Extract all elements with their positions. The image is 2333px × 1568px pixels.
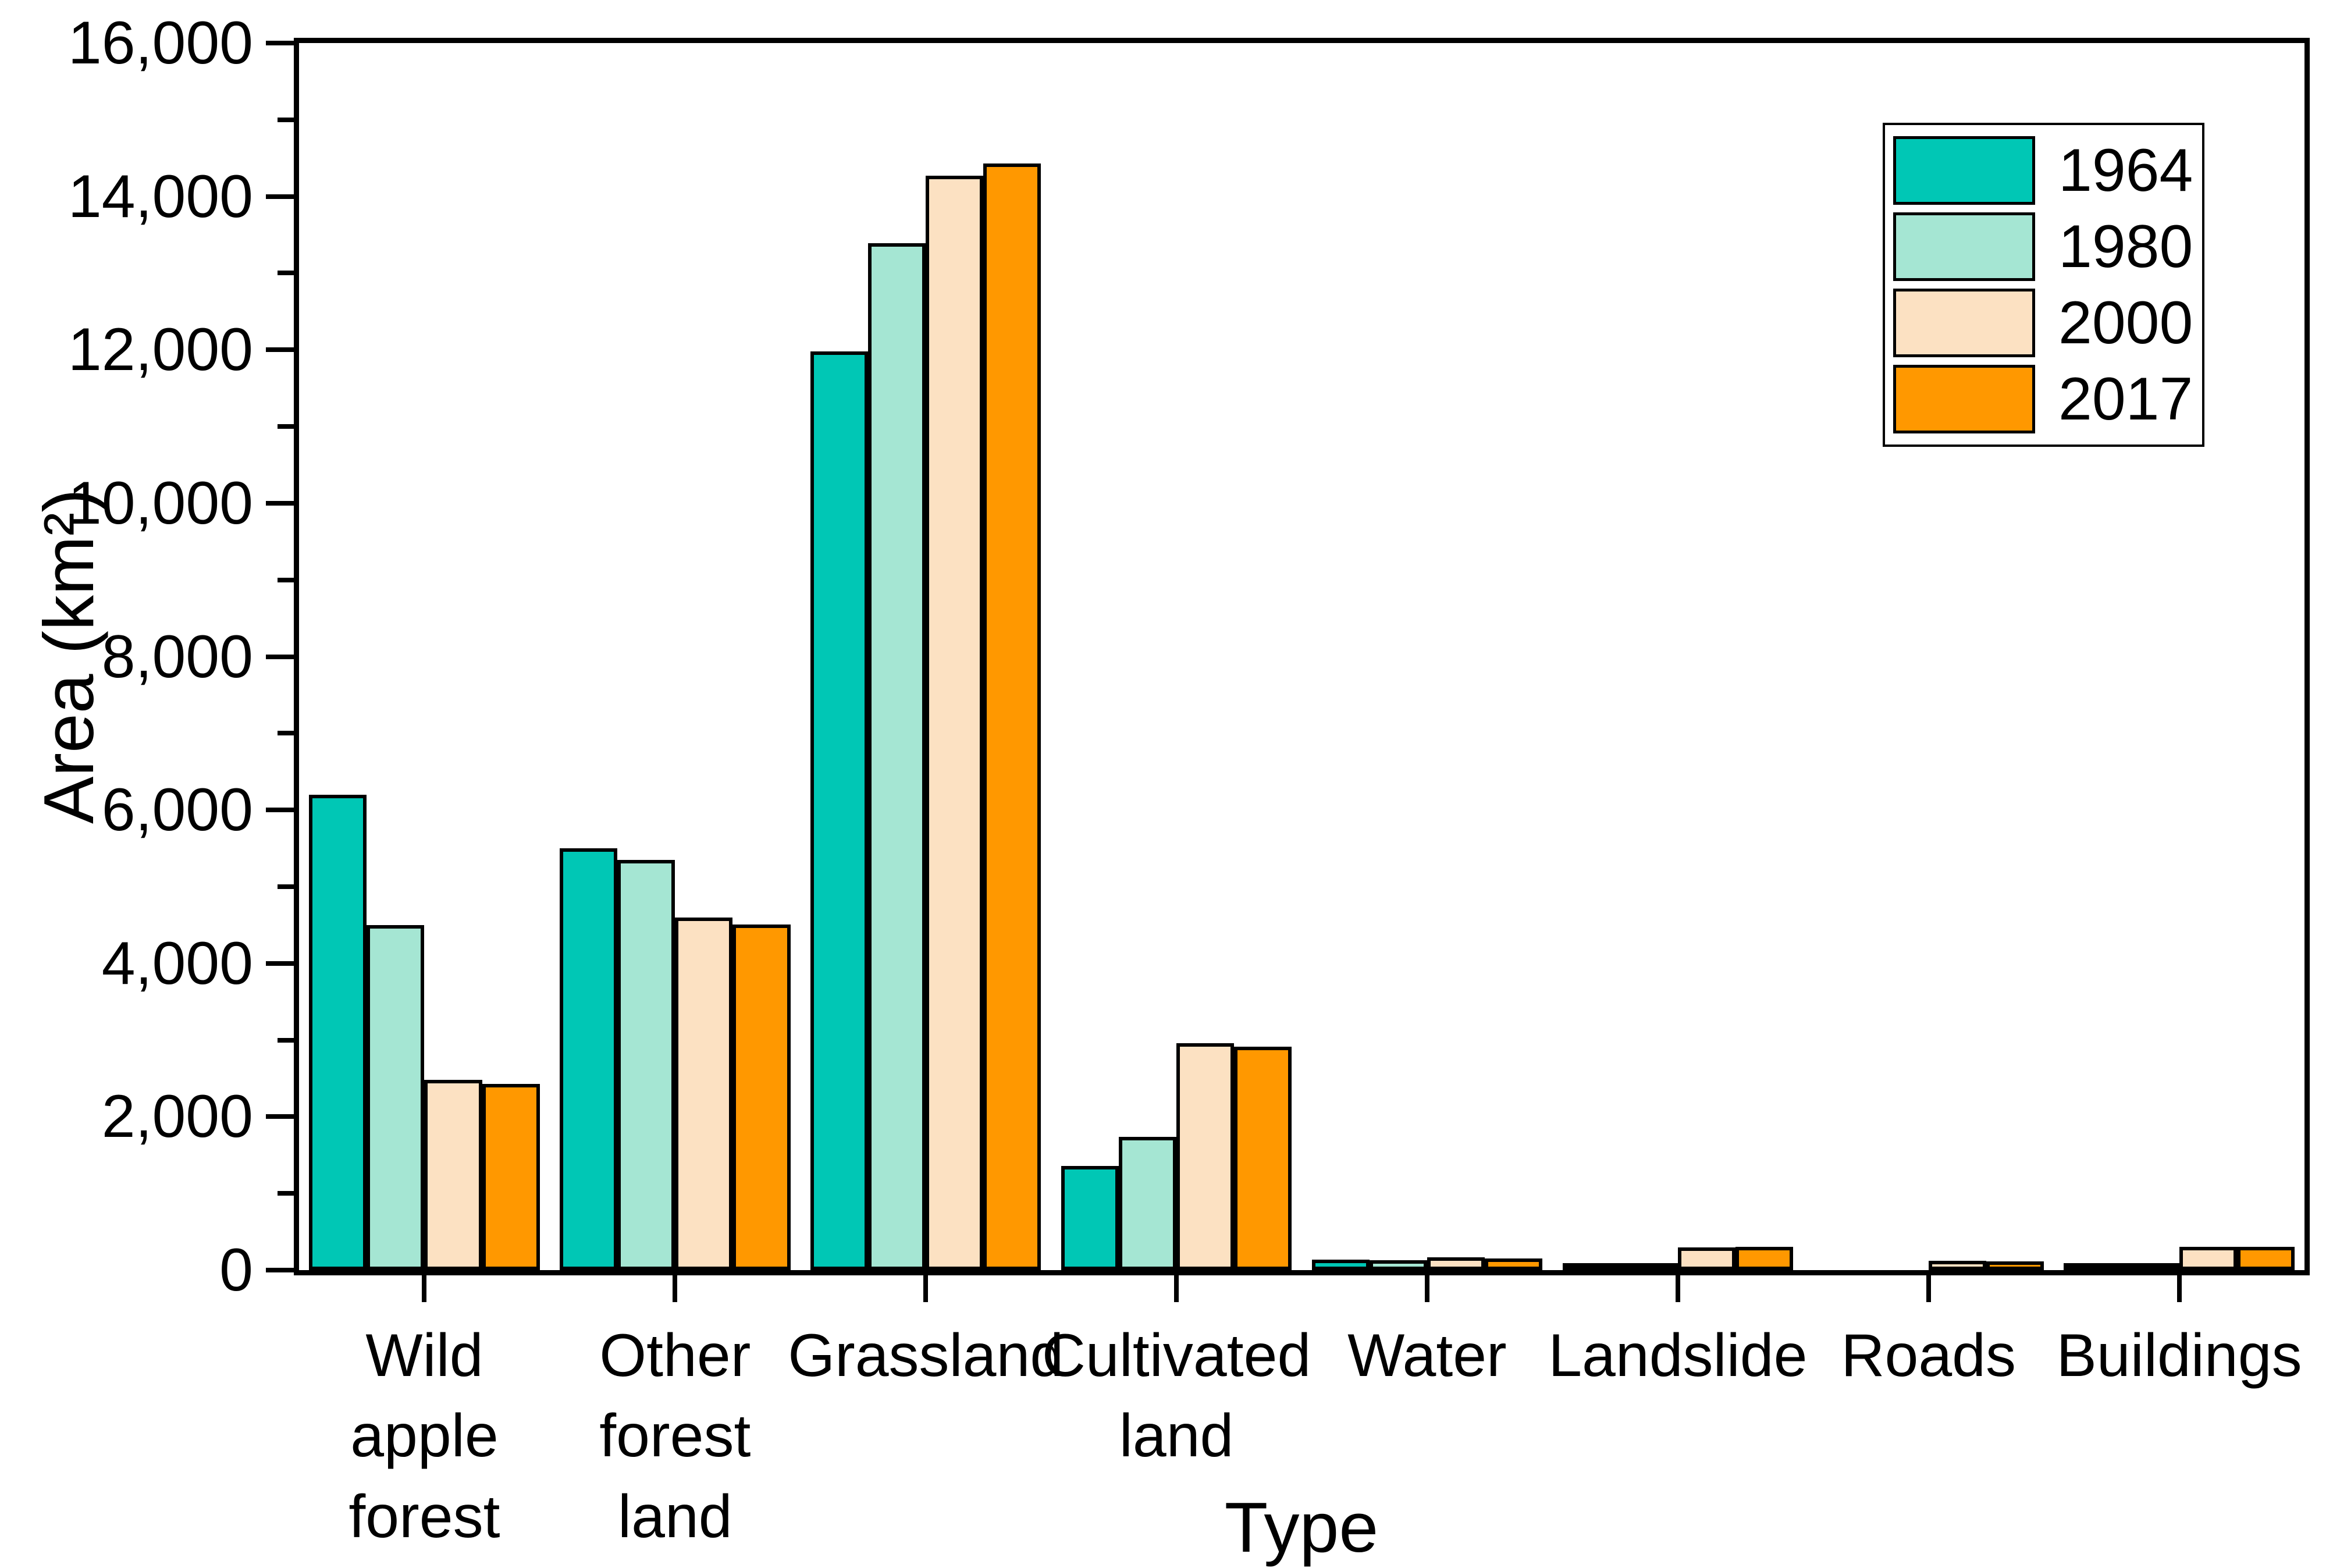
bar xyxy=(2179,1246,2237,1270)
y-tick-label: 14,000 xyxy=(67,162,253,230)
bar xyxy=(1562,1263,1620,1270)
y-tick-label: 0 xyxy=(219,1236,253,1304)
y-tick-minor xyxy=(278,577,294,582)
bar xyxy=(983,163,1041,1270)
bar-groups-container xyxy=(299,43,2304,1270)
y-tick-major xyxy=(266,1114,294,1119)
y-tick-label: 16,000 xyxy=(67,9,253,77)
bar xyxy=(617,859,675,1270)
x-tick-label: Roads xyxy=(1841,1322,2016,1389)
y-tick-label: 4,000 xyxy=(101,929,253,997)
bar xyxy=(926,176,984,1270)
legend-swatch xyxy=(1893,136,2035,205)
bar xyxy=(1061,1165,1119,1270)
legend-label: 1964 xyxy=(2058,137,2193,204)
bar xyxy=(1986,1261,2044,1270)
y-tick-major xyxy=(266,500,294,506)
y-tick-minor xyxy=(278,117,294,122)
bar xyxy=(1928,1261,1986,1270)
y-tick-label: 2,000 xyxy=(101,1083,253,1151)
legend-label: 2017 xyxy=(2058,365,2193,433)
x-tick-label: Landslide xyxy=(1548,1322,1808,1389)
bar xyxy=(424,1080,482,1270)
legend-label: 2000 xyxy=(2058,289,2193,357)
legend-entry: 1980 xyxy=(1893,212,2202,281)
x-tick xyxy=(1926,1270,1931,1302)
y-tick-minor xyxy=(278,424,294,429)
bar xyxy=(1369,1260,1427,1270)
y-tick-major xyxy=(266,808,294,813)
bar-group xyxy=(1051,43,1302,1270)
y-tick-major xyxy=(266,41,294,45)
y-tick-minor xyxy=(278,1037,294,1043)
x-tick-label: Other forest land xyxy=(599,1322,751,1551)
x-tick-label: Buildings xyxy=(2056,1322,2302,1389)
legend-swatch xyxy=(1893,289,2035,357)
bar xyxy=(868,243,926,1270)
legend-entry: 2017 xyxy=(1893,365,2202,433)
y-tick-minor xyxy=(278,1191,294,1196)
bar-group xyxy=(1803,43,2054,1270)
y-tick-label: 10,000 xyxy=(67,469,253,537)
bar xyxy=(1311,1259,1370,1270)
y-tick-minor xyxy=(278,884,294,889)
bar xyxy=(482,1083,540,1270)
legend-swatch xyxy=(1893,365,2035,433)
bar-group xyxy=(1302,43,1553,1270)
bar xyxy=(1677,1247,1735,1270)
bar xyxy=(810,351,869,1270)
bar-group xyxy=(550,43,801,1270)
x-tick xyxy=(1174,1270,1179,1302)
bar xyxy=(675,917,733,1270)
x-tick xyxy=(422,1270,427,1302)
bar xyxy=(1118,1136,1177,1270)
legend-entry: 1964 xyxy=(1893,136,2202,205)
bar-group xyxy=(1552,43,1803,1270)
y-axis-title: Area (km²) xyxy=(29,488,108,824)
bar xyxy=(732,924,791,1270)
y-tick-minor xyxy=(278,731,294,736)
y-tick-major xyxy=(266,1268,294,1272)
bar xyxy=(560,848,618,1270)
x-tick xyxy=(1675,1270,1680,1302)
y-tick-minor xyxy=(278,271,294,276)
y-tick-major xyxy=(266,654,294,659)
bar-group xyxy=(801,43,1051,1270)
bar xyxy=(2236,1247,2295,1270)
bar-group xyxy=(299,43,550,1270)
bar xyxy=(1485,1258,1543,1270)
bar xyxy=(1620,1263,1678,1270)
y-tick-label: 12,000 xyxy=(67,316,253,384)
bar xyxy=(1234,1047,1292,1270)
x-tick-label: Water xyxy=(1347,1322,1507,1389)
y-tick-major xyxy=(266,961,294,966)
legend-entry: 2000 xyxy=(1893,289,2202,357)
x-tick-label: Wild apple forest xyxy=(348,1322,500,1551)
bar xyxy=(367,925,425,1270)
y-tick-major xyxy=(266,347,294,353)
y-tick-major xyxy=(266,194,294,199)
legend: 1964 1980 2000 2017 xyxy=(1883,123,2204,447)
bar xyxy=(2064,1263,2122,1270)
bar xyxy=(309,794,367,1270)
bar xyxy=(1427,1257,1485,1270)
bar xyxy=(1176,1043,1235,1270)
x-tick xyxy=(673,1270,678,1302)
bar-group xyxy=(2054,43,2304,1270)
x-tick-label: Grassland xyxy=(788,1322,1064,1389)
bar xyxy=(1735,1247,1793,1270)
x-tick xyxy=(923,1270,929,1302)
y-tick-label: 6,000 xyxy=(101,776,253,844)
x-tick xyxy=(2176,1270,2182,1302)
x-tick xyxy=(1424,1270,1429,1302)
legend-label: 1980 xyxy=(2058,213,2193,280)
x-axis-title: Type xyxy=(1224,1488,1379,1567)
bar xyxy=(2121,1263,2179,1270)
legend-swatch xyxy=(1893,212,2035,281)
y-tick-label: 8,000 xyxy=(101,623,253,691)
x-tick-label: Cultivated land xyxy=(1041,1322,1311,1470)
